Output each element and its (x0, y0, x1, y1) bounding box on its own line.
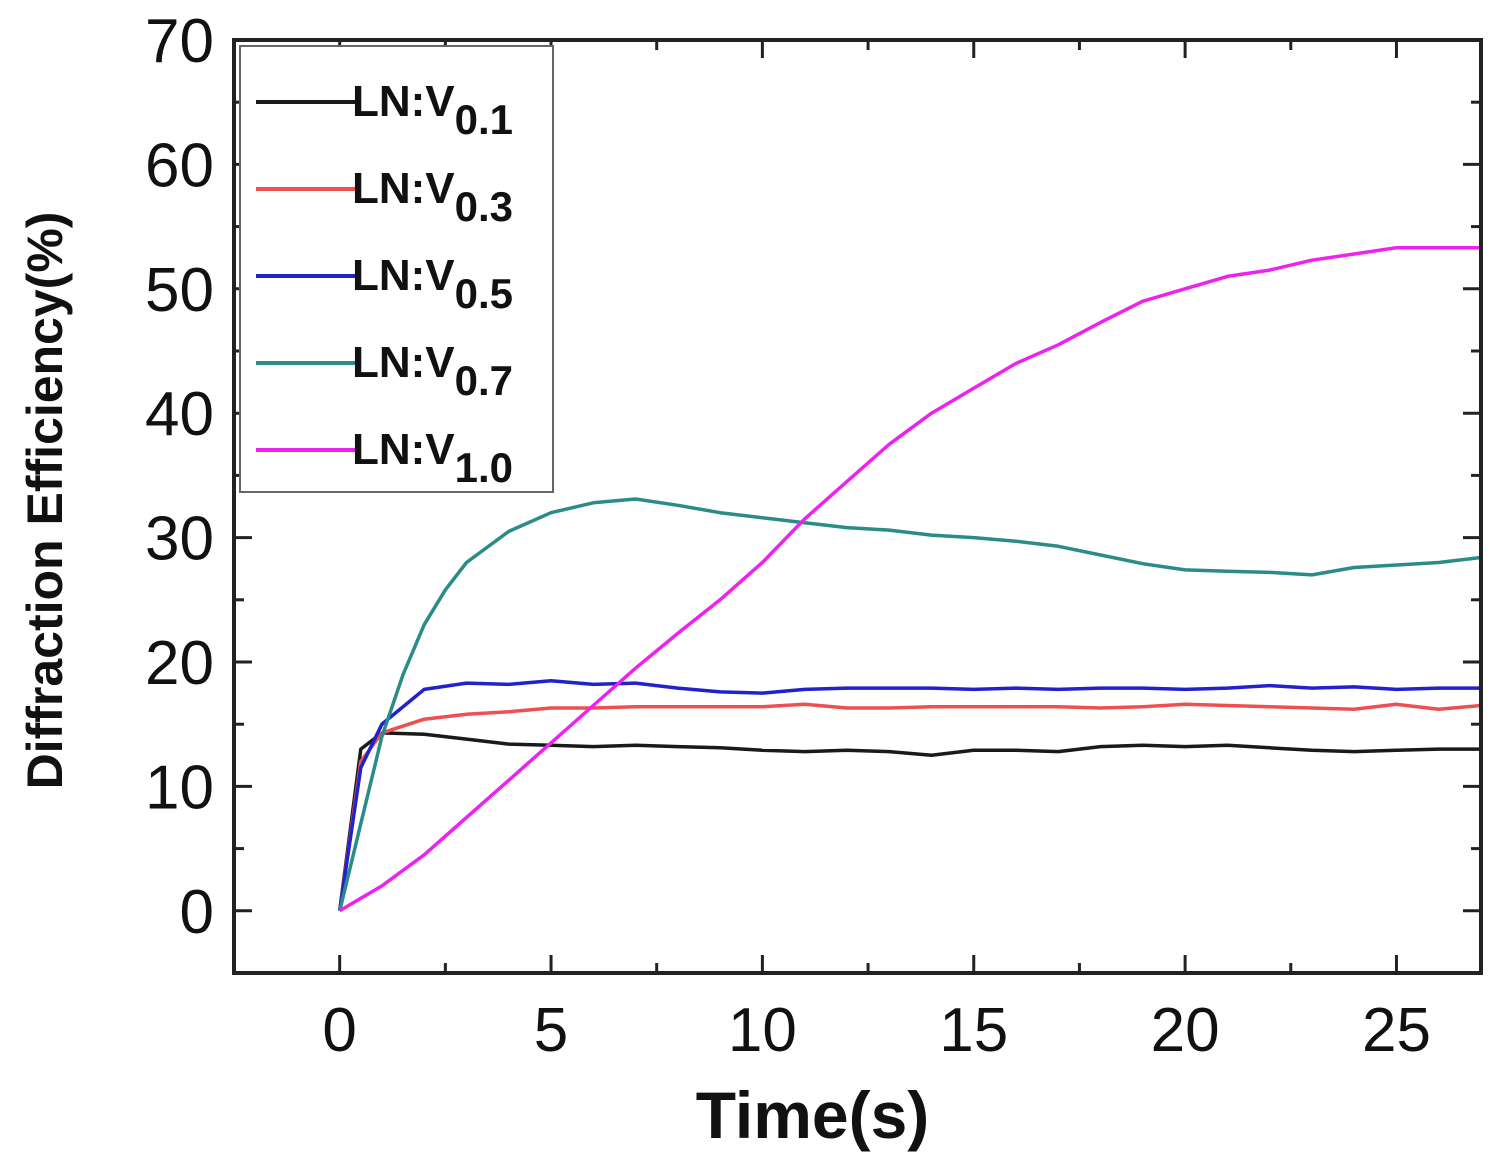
x-tick-label: 15 (939, 996, 1008, 1065)
x-tick-label: 20 (1151, 996, 1220, 1065)
x-tick-label: 5 (534, 996, 568, 1065)
y-tick-label: 70 (145, 7, 214, 76)
legend-label: LN:V0.1 (352, 77, 513, 143)
series-layer (337, 245, 1482, 913)
legend-label: LN:V0.5 (352, 251, 513, 317)
series-line-1 (337, 731, 1481, 912)
y-tick-label: 30 (145, 505, 214, 574)
y-tick-label: 0 (180, 878, 214, 947)
y-tick-label: 40 (145, 380, 214, 449)
y-axis-title: Diffraction Efficiency(%) (17, 212, 73, 790)
x-axis-title: Time(s) (696, 1078, 930, 1152)
series-line-4 (337, 497, 1482, 912)
x-tick-label: 0 (322, 996, 356, 1065)
legend: LN:V0.1 LN:V0.3 LN:V0.5 LN:V0.7 LN:V1.0 (239, 45, 554, 493)
y-tick-label: 60 (145, 131, 214, 200)
x-tick-label: 10 (728, 996, 797, 1065)
series-line-5 (338, 245, 1481, 913)
y-tick-label: 10 (145, 753, 214, 822)
x-tick-label: 25 (1362, 996, 1431, 1065)
legend-label: LN:V0.7 (352, 338, 513, 404)
y-tick-label: 50 (145, 256, 214, 325)
series-line-3 (337, 678, 1481, 912)
y-tick-label: 20 (145, 629, 214, 698)
plot-frame (232, 38, 1483, 975)
legend-box (239, 45, 554, 493)
legend-label: LN:V0.3 (352, 164, 513, 230)
legend-label: LN:V1.0 (352, 425, 513, 491)
y-axis-ticks: 0 10 20 30 40 50 60 70 (145, 7, 1481, 975)
legend-entries: LN:V0.1 LN:V0.3 LN:V0.5 LN:V0.7 LN:V1.0 (256, 77, 513, 491)
series-line-2 (337, 702, 1482, 912)
x-axis-ticks: 0 5 10 15 20 25 (322, 40, 1431, 1065)
